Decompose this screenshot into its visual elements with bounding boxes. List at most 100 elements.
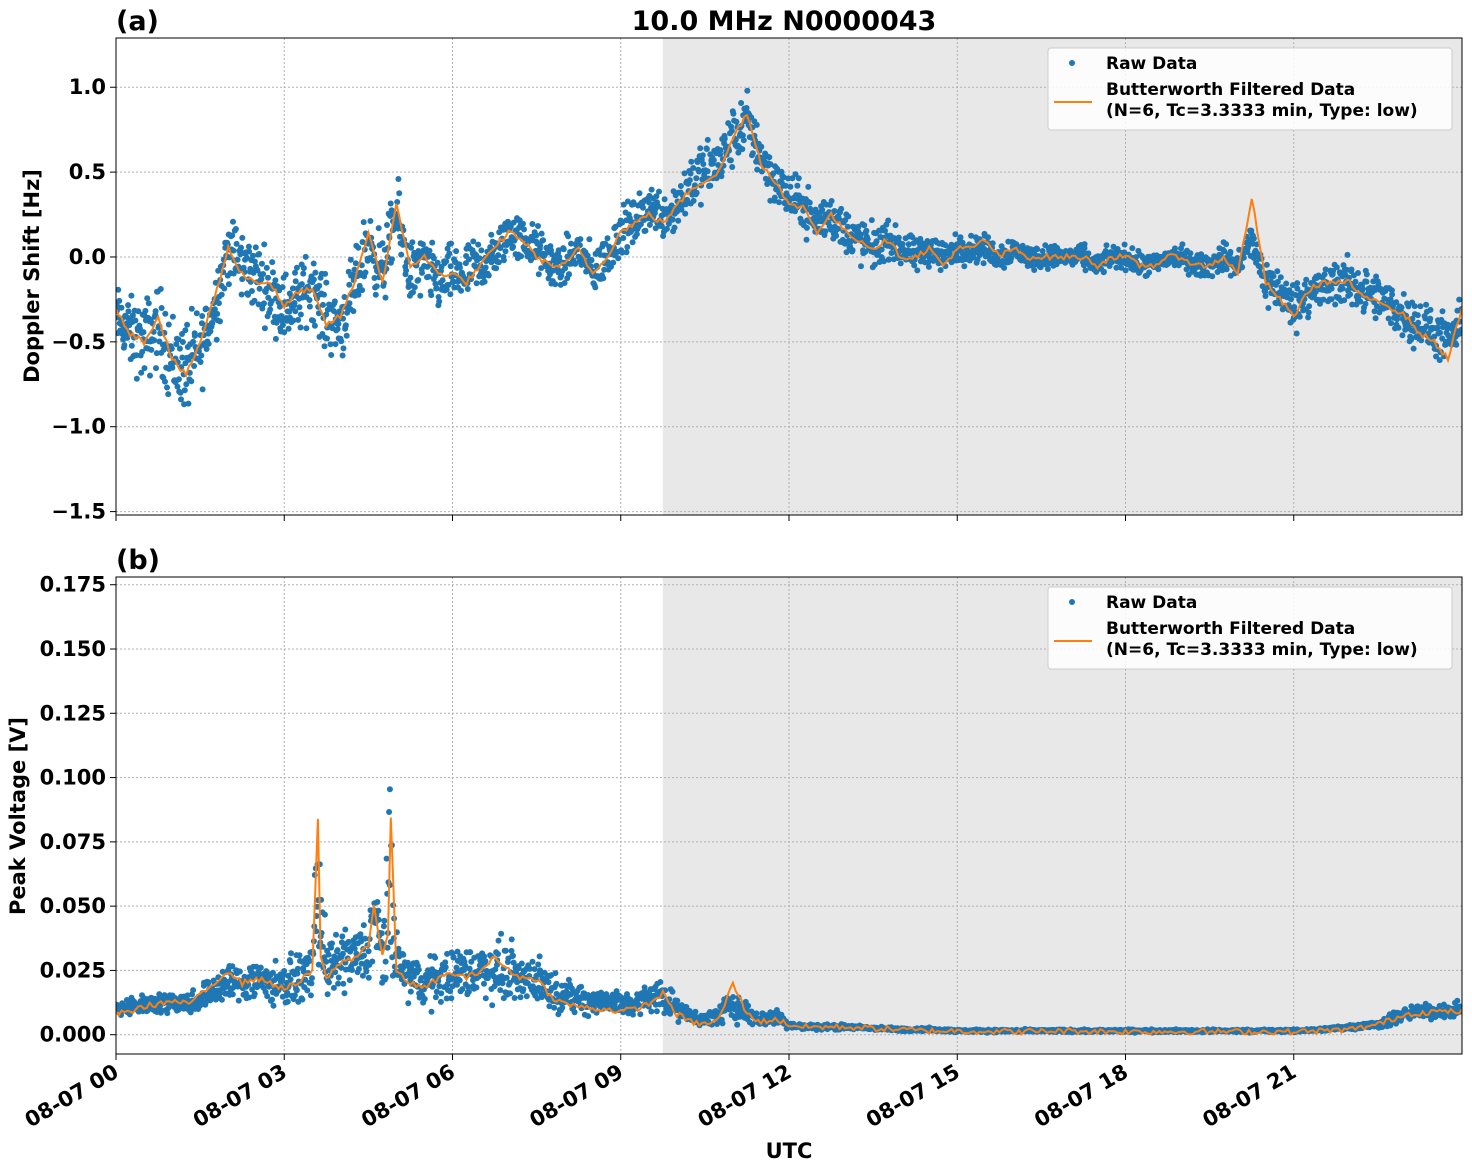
- raw-data-point: [352, 260, 359, 267]
- raw-data-point: [482, 264, 489, 271]
- raw-data-point: [306, 957, 313, 964]
- raw-data-point: [297, 324, 304, 331]
- raw-data-point: [989, 240, 996, 247]
- raw-data-point: [740, 137, 747, 144]
- raw-data-point: [521, 226, 527, 233]
- raw-data-point: [688, 158, 695, 165]
- raw-data-point: [640, 204, 646, 211]
- raw-data-point: [1113, 264, 1120, 271]
- raw-data-point: [290, 317, 297, 324]
- raw-data-point: [144, 295, 151, 302]
- raw-data-point: [478, 247, 485, 254]
- raw-data-point: [256, 251, 263, 257]
- legend-filtered-label: (N=6, Tc=3.3333 min, Type: low): [1106, 101, 1418, 121]
- raw-data-point: [327, 341, 334, 348]
- raw-data-point: [342, 322, 349, 329]
- raw-data-point: [1409, 315, 1416, 322]
- raw-data-point: [199, 313, 206, 319]
- raw-data-point: [663, 225, 670, 232]
- raw-data-point: [456, 264, 463, 271]
- raw-data-point: [515, 965, 522, 972]
- raw-data-point: [405, 1000, 412, 1007]
- raw-data-point: [1080, 262, 1087, 269]
- raw-data-point: [1423, 301, 1430, 308]
- raw-data-point: [401, 980, 408, 987]
- raw-data-point: [453, 964, 460, 971]
- raw-data-point: [300, 270, 307, 277]
- raw-data-point: [525, 252, 532, 259]
- raw-data-point: [849, 247, 856, 254]
- raw-data-point: [382, 974, 389, 981]
- panel-a: (a) Doppler Shift [Hz] −1.5−1.0−0.50.00.…: [20, 6, 1463, 524]
- raw-data-point: [794, 182, 801, 189]
- raw-data-point: [1221, 248, 1228, 255]
- raw-data-point: [727, 157, 734, 164]
- raw-data-point: [236, 968, 243, 975]
- raw-data-point: [207, 328, 214, 335]
- raw-data-point: [211, 306, 218, 313]
- raw-data-point: [298, 281, 305, 288]
- raw-data-point: [1332, 301, 1339, 308]
- raw-data-point: [1339, 285, 1346, 292]
- raw-data-point: [745, 1002, 752, 1009]
- raw-data-point: [905, 241, 912, 248]
- raw-data-point: [559, 1004, 566, 1011]
- raw-data-point: [806, 199, 813, 206]
- raw-data-point: [957, 234, 964, 241]
- raw-data-point: [292, 308, 299, 315]
- raw-data-point: [1395, 324, 1402, 331]
- raw-data-point: [158, 305, 165, 311]
- raw-data-point: [341, 294, 348, 300]
- raw-data-point: [338, 964, 345, 971]
- raw-data-point: [669, 988, 676, 995]
- raw-data-point: [601, 266, 608, 273]
- raw-data-point: [411, 284, 418, 291]
- raw-data-point: [397, 233, 403, 240]
- raw-data-point: [535, 961, 542, 968]
- raw-data-point: [795, 175, 802, 182]
- raw-data-point: [1372, 315, 1379, 322]
- raw-data-point: [349, 967, 355, 973]
- raw-data-point: [291, 300, 298, 306]
- raw-data-point: [256, 285, 263, 292]
- raw-data-point: [703, 146, 710, 152]
- raw-data-point: [485, 272, 492, 279]
- raw-data-point: [600, 275, 607, 282]
- raw-data-point: [373, 283, 380, 290]
- raw-data-point: [205, 340, 212, 347]
- raw-data-point: [454, 948, 461, 955]
- raw-data-point: [540, 237, 547, 244]
- raw-data-point: [357, 931, 364, 938]
- raw-data-point: [693, 189, 700, 196]
- raw-data-point: [1437, 329, 1443, 336]
- raw-data-point: [588, 257, 595, 264]
- raw-data-point: [844, 223, 851, 230]
- raw-data-point: [129, 312, 136, 319]
- raw-data-point: [389, 256, 395, 263]
- raw-data-point: [165, 1005, 172, 1012]
- raw-data-point: [250, 252, 256, 259]
- raw-data-point: [179, 354, 186, 361]
- raw-data-point: [436, 298, 443, 305]
- raw-data-point: [456, 977, 463, 984]
- raw-data-point: [492, 966, 499, 973]
- raw-data-point: [362, 269, 369, 276]
- raw-data-point: [270, 269, 276, 276]
- raw-data-point: [162, 378, 168, 385]
- raw-data-point: [374, 899, 381, 905]
- raw-data-point: [536, 953, 543, 960]
- raw-data-point: [1349, 301, 1356, 308]
- raw-data-point: [728, 127, 735, 134]
- raw-data-point: [466, 256, 472, 263]
- raw-data-point: [675, 1019, 682, 1025]
- raw-data-point: [1411, 303, 1418, 310]
- raw-data-point: [139, 348, 146, 355]
- raw-data-point: [924, 238, 931, 244]
- raw-data-point: [430, 255, 437, 262]
- raw-data-point: [648, 1008, 655, 1015]
- raw-data-point: [803, 224, 810, 231]
- raw-data-point: [419, 269, 425, 276]
- raw-data-point: [310, 276, 317, 283]
- raw-data-point: [914, 267, 921, 274]
- raw-data-point: [233, 240, 240, 247]
